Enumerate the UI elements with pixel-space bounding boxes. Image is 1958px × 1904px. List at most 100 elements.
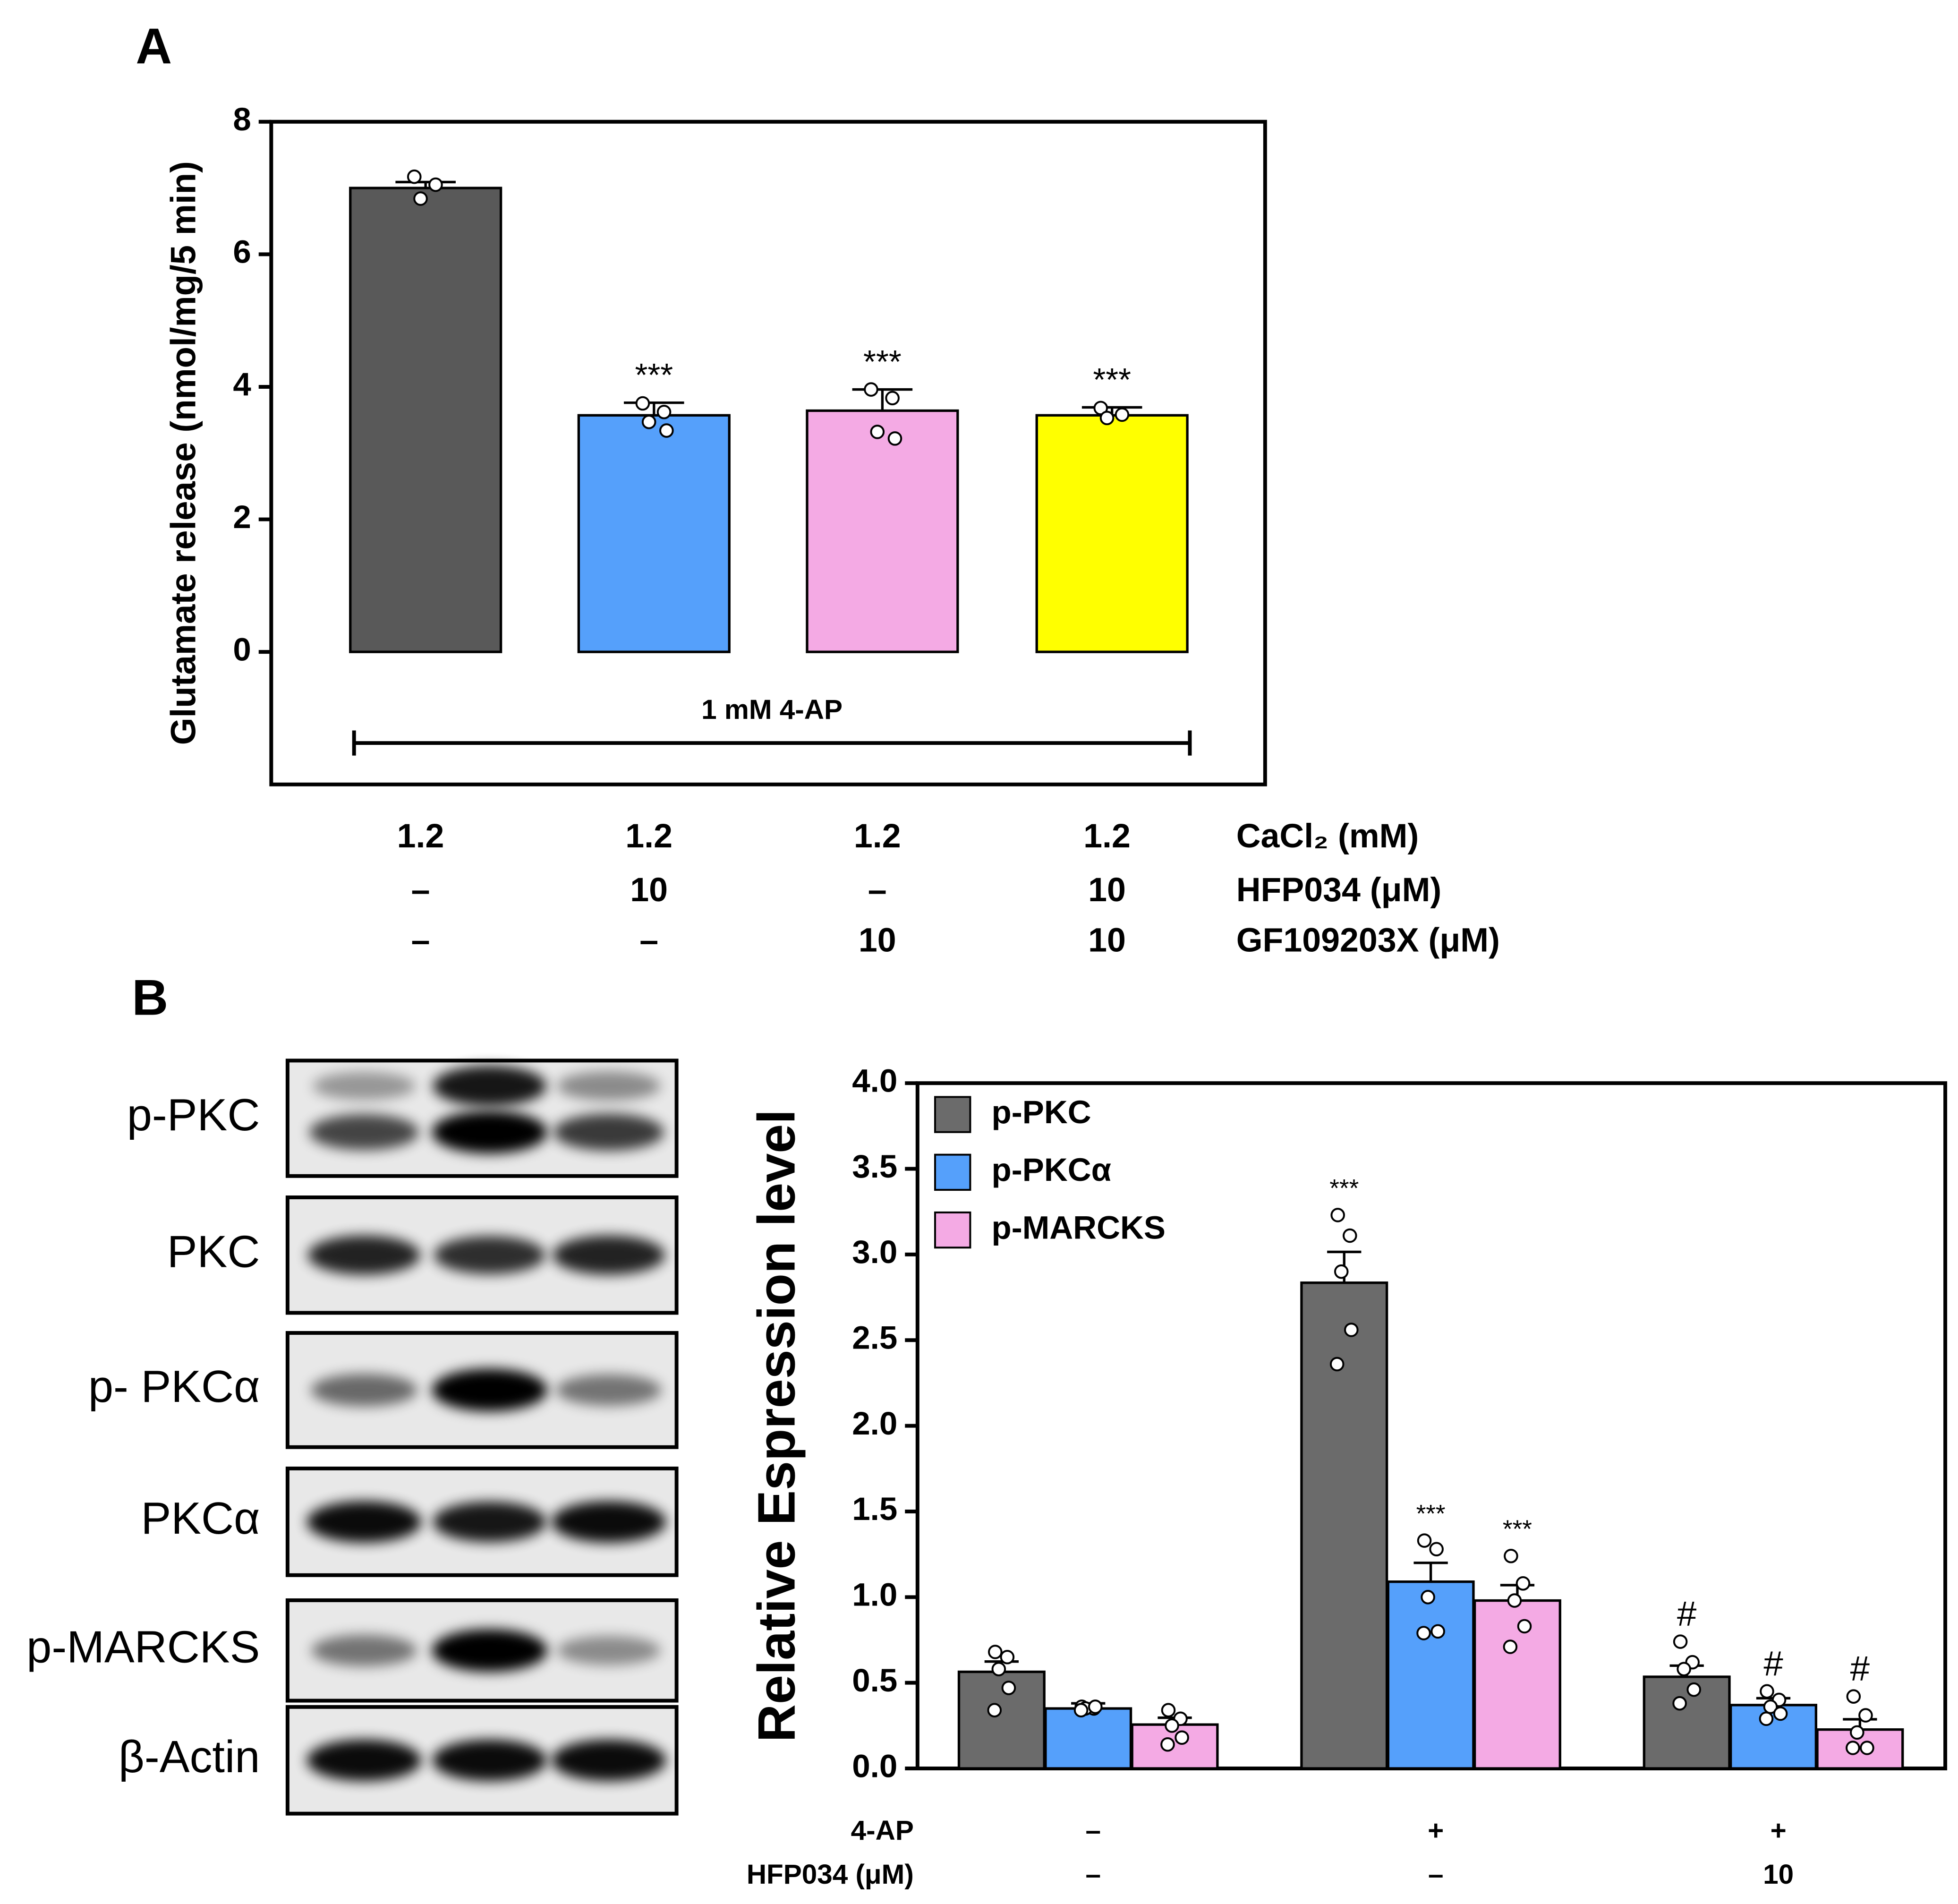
western-blot: p-PKC PKC p- PKCα PKCα p-MARCKS β-Actin [26, 1059, 679, 1816]
y-axis-label: Relative Espression level [747, 1110, 806, 1742]
condition-value: 10 [630, 871, 668, 909]
condition-label: HFP034 (μM) [1236, 871, 1442, 909]
data-point [1686, 1682, 1702, 1697]
data-point [1161, 1703, 1176, 1717]
data-point [1088, 1699, 1103, 1714]
blot-label: p- PKCα [88, 1361, 260, 1412]
bar [1729, 1704, 1818, 1770]
plot-frame [269, 120, 1267, 786]
data-point [1860, 1741, 1874, 1755]
bracket-label: 1 mM 4-AP [701, 694, 843, 725]
data-point [1846, 1689, 1861, 1704]
condition-value: 10 [1763, 1859, 1794, 1890]
data-point [1672, 1696, 1687, 1711]
bar [1473, 1599, 1561, 1770]
data-point [635, 396, 650, 411]
data-point [870, 425, 885, 439]
blot-label: PKC [167, 1226, 260, 1277]
data-point [1515, 1576, 1531, 1591]
blot-band [432, 1110, 547, 1154]
condition-value: – [411, 922, 430, 959]
data-point [887, 431, 902, 446]
data-point [1846, 1741, 1860, 1755]
blot-label: β-Actin [119, 1732, 260, 1782]
condition-value: 1.2 [625, 817, 673, 855]
bar [1035, 414, 1189, 653]
data-point [1759, 1711, 1774, 1726]
condition-label: HFP034 (μM) [747, 1859, 914, 1890]
blot-band [553, 1113, 664, 1151]
blot-label: p-MARCKS [26, 1622, 260, 1673]
blot-band [557, 1071, 661, 1101]
data-point [407, 169, 422, 184]
y-tick-label: 1.5 [852, 1490, 897, 1527]
data-point [1850, 1725, 1864, 1740]
data-point [656, 404, 672, 419]
data-point [1073, 1703, 1089, 1717]
data-point [988, 1645, 1003, 1659]
blot-band [432, 1739, 547, 1781]
significance-label: *** [1416, 1500, 1446, 1528]
significance-label: *** [1503, 1515, 1532, 1543]
legend-swatch [934, 1211, 971, 1249]
significance-label: # [1763, 1644, 1783, 1683]
blot-band [556, 1374, 662, 1406]
y-tick-label: 4.0 [852, 1062, 897, 1099]
y-tick-label: 3.5 [852, 1148, 897, 1185]
data-point [641, 415, 656, 429]
condition-value: – [868, 871, 887, 909]
y-tick-label: 6 [233, 233, 251, 270]
y-tick-label: 2.5 [852, 1319, 897, 1356]
blot-band [551, 1501, 666, 1543]
condition-value: 10 [859, 922, 896, 959]
data-point [1430, 1624, 1445, 1639]
condition-value: – [411, 871, 430, 909]
condition-value: 1.2 [397, 817, 444, 855]
significance-label: *** [1329, 1174, 1359, 1202]
data-point [1417, 1533, 1432, 1548]
data-point [1001, 1681, 1016, 1695]
data-point [1165, 1718, 1179, 1733]
legend-label: p-MARCKS [992, 1209, 1166, 1246]
data-point [1099, 410, 1115, 426]
bar [1044, 1707, 1132, 1770]
condition-label: CaCl₂ (mM) [1236, 817, 1419, 855]
y-tick-label: 2 [233, 498, 251, 535]
data-point [987, 1703, 1002, 1717]
y-tick-label: 1.0 [852, 1576, 897, 1613]
data-point [659, 423, 674, 438]
significance-label: *** [635, 357, 673, 393]
data-point [1429, 1542, 1444, 1557]
condition-label: 4-AP [851, 1815, 914, 1846]
significance-label: # [1850, 1649, 1870, 1688]
blot-band [313, 1072, 416, 1100]
y-tick-label: 0.5 [852, 1662, 897, 1699]
bar [1387, 1580, 1475, 1770]
y-tick-label: 0.0 [852, 1747, 897, 1784]
data-point [885, 391, 900, 406]
bar [1643, 1675, 1731, 1770]
legend-swatch [934, 1096, 971, 1133]
y-tick-label: 0 [233, 631, 251, 667]
blot-band [432, 1368, 547, 1412]
data-point [1507, 1593, 1522, 1608]
bar [806, 409, 959, 653]
blot-label: PKCα [141, 1493, 260, 1544]
bar [349, 187, 502, 653]
condition-value: 10 [1088, 871, 1126, 909]
bar [957, 1670, 1046, 1770]
condition-value: – [1086, 1815, 1101, 1846]
blot-band [311, 1635, 417, 1666]
legend-swatch [934, 1153, 971, 1191]
condition-value: – [639, 922, 658, 959]
y-tick-label: 3.0 [852, 1233, 897, 1270]
data-point [1334, 1264, 1349, 1279]
data-point [1517, 1619, 1532, 1634]
blot-band [311, 1374, 417, 1407]
data-point [864, 382, 878, 397]
condition-value: + [1771, 1815, 1787, 1846]
blot-label: p-PKC [127, 1090, 260, 1140]
data-point [1673, 1634, 1688, 1649]
